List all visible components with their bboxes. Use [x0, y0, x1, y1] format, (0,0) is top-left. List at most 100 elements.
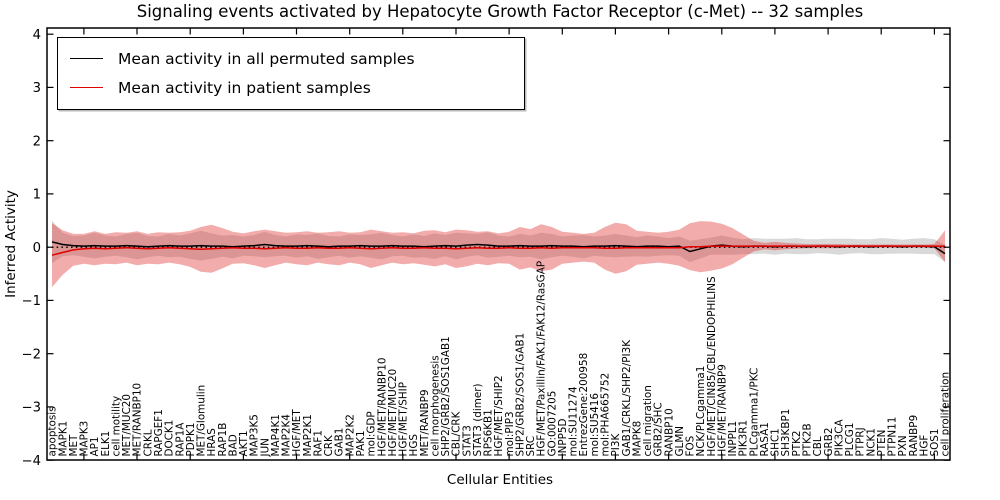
x-tick-label: cell migration	[642, 385, 654, 456]
legend-label-permuted: Mean activity in all permuted samples	[118, 49, 415, 68]
legend: Mean activity in all permuted samples Me…	[57, 37, 525, 110]
legend-label-patient: Mean activity in patient samples	[118, 78, 371, 97]
x-tick-label: PI3K	[610, 433, 622, 457]
x-tick-label: mol:PIP3	[504, 411, 516, 456]
chart-title: Signaling events activated by Hepatocyte…	[136, 2, 864, 21]
x-tick-label: HGF/MET/RANBP10	[376, 357, 388, 456]
x-tick-label: PLCgamma1/PKC	[748, 368, 760, 457]
x-tick-label: CRKL	[142, 429, 154, 456]
x-tick-label: HGF/MET/SHIP2	[493, 375, 505, 456]
x-tick-label: GRB2	[823, 427, 835, 456]
x-tick-label: mol:SU11274	[568, 386, 580, 457]
x-tick-label: RANBP9	[908, 415, 920, 457]
x-tick-label: MAP4K1	[270, 414, 282, 456]
x-tick-label: PIK3CA	[833, 418, 845, 456]
x-tick-label: EntrezGene:200958	[578, 353, 590, 457]
legend-item-patient: Mean activity in patient samples	[70, 73, 514, 102]
x-tick-label: GAB1/CRKL/SHP2/PI3K	[621, 339, 633, 457]
x-tick-label: MAP2K4	[281, 414, 293, 457]
x-tick-label: HGF/MET/Paxillin/FAK1/FAK12/RasGAP	[536, 261, 548, 457]
x-tick-label: HGF/MET	[291, 409, 303, 457]
x-tick-label: AP1	[89, 437, 101, 457]
y-axis-title: Inferred Activity	[3, 190, 19, 298]
x-tick-label: INPP5D	[557, 419, 569, 457]
x-tick-label: CRK	[323, 434, 335, 456]
x-tick-label: RASA1	[759, 422, 771, 456]
x-tick-label: NCK1	[865, 428, 877, 456]
svg-text:−3: −3	[22, 401, 41, 416]
svg-text:1: 1	[33, 188, 41, 203]
x-tick-label: MAPK8	[631, 421, 643, 457]
x-tick-label: SHC1	[770, 428, 782, 456]
x-tick-label: SHP2/GRB2/SOS1/GAB1	[515, 333, 527, 457]
x-tick-label: NCK/PLCgamma1	[695, 366, 707, 457]
x-tick-label: HRAS	[206, 428, 218, 457]
x-tick-label: MET/RANBP9	[419, 389, 431, 456]
x-tick-label: MET/MUC20	[121, 394, 133, 456]
x-tick-label: mol:GDP	[366, 411, 378, 456]
x-tick-label: HGF/MET/RANBP9	[717, 364, 729, 456]
x-tick-label: MAPK1	[57, 421, 69, 457]
x-tick-label: SH3KBP1	[780, 409, 792, 457]
svg-text:−1: −1	[22, 294, 41, 309]
x-tick-label: HGF	[918, 435, 930, 457]
x-tick-label: mol:PHA665752	[600, 373, 612, 457]
x-tick-label: SHP2/GRB2/SOS1GAB1	[440, 336, 452, 456]
x-tick-label: GLMN	[674, 426, 686, 457]
x-tick-label: apoptosis	[47, 406, 59, 456]
x-tick-label: CBL	[812, 436, 824, 456]
x-tick-label: mol:SU5416	[589, 393, 601, 457]
x-tick-label: SOS1	[929, 429, 941, 457]
x-tick-label: PLCG1	[844, 423, 856, 457]
x-tick-label: RAP1B	[217, 423, 229, 457]
x-tick-label: RPS6KB1	[483, 409, 495, 456]
x-tick-label: BAD	[227, 434, 239, 456]
x-tick-label: MET	[68, 434, 80, 457]
x-tick-label: cell morphogenesis	[429, 355, 441, 456]
x-tick-label: GAB1	[334, 428, 346, 457]
x-tick-label: RAP1A	[174, 422, 186, 457]
x-tick-label: MAPK3	[79, 421, 91, 457]
x-tick-label: CBL/CRK	[451, 410, 463, 456]
x-tick-label: RAF1	[313, 430, 325, 457]
x-tick-label: MET/RANBP10	[132, 383, 144, 457]
x-tick-label: RANBP10	[663, 408, 675, 456]
x-tick-label: GO:0007205	[546, 391, 558, 457]
x-tick-label: ELK1	[100, 431, 112, 457]
x-tick-label: PDPK1	[185, 423, 197, 457]
x-tick-label: DOCK1	[164, 420, 176, 457]
x-tick-label: STAT3 (dimer)	[472, 383, 484, 456]
svg-text:4: 4	[33, 28, 41, 43]
legend-item-permuted: Mean activity in all permuted samples	[70, 44, 514, 73]
x-tick-label: MAP2K2	[344, 414, 356, 456]
x-tick-label: PTK2	[791, 430, 803, 456]
x-tick-label: SRC	[525, 436, 537, 457]
x-tick-label: cell proliferation	[940, 372, 952, 457]
legend-line-black-icon	[70, 58, 103, 59]
x-tick-label: JUN	[259, 438, 271, 457]
x-tick-label: FOS	[685, 435, 697, 456]
x-tick-label: PTPN11	[887, 417, 899, 457]
svg-text:−2: −2	[22, 347, 41, 362]
x-tick-label: MAP2K1	[302, 414, 314, 456]
x-tick-label: RAPGEF1	[153, 409, 165, 456]
x-tick-label: GRB2/SHC	[653, 402, 665, 456]
x-tick-label: PTEN	[876, 430, 888, 457]
x-tick-label: PIK3R1	[738, 420, 750, 457]
svg-text:0: 0	[33, 241, 41, 256]
x-tick-label: AKT1	[238, 430, 250, 456]
x-tick-label: cell motility	[111, 396, 123, 457]
x-tick-label: HGS	[408, 434, 420, 457]
x-tick-label: HGF/MET/MUC20	[387, 369, 399, 457]
x-tick-label: HGF/MET/CIN85/CBL/ENDOPHILINS	[706, 276, 718, 456]
x-tick-label: MAP3K5	[249, 414, 261, 456]
x-tick-label: PAK1	[355, 430, 367, 456]
x-tick-label: INPPL1	[727, 421, 739, 457]
svg-text:3: 3	[33, 81, 41, 96]
x-tick-label: MET/Glomulin	[196, 385, 208, 457]
x-tick-label: HGF/MET/SHIP	[398, 382, 410, 456]
svg-text:−4: −4	[22, 454, 41, 469]
x-tick-label: PTK2B	[802, 423, 814, 456]
